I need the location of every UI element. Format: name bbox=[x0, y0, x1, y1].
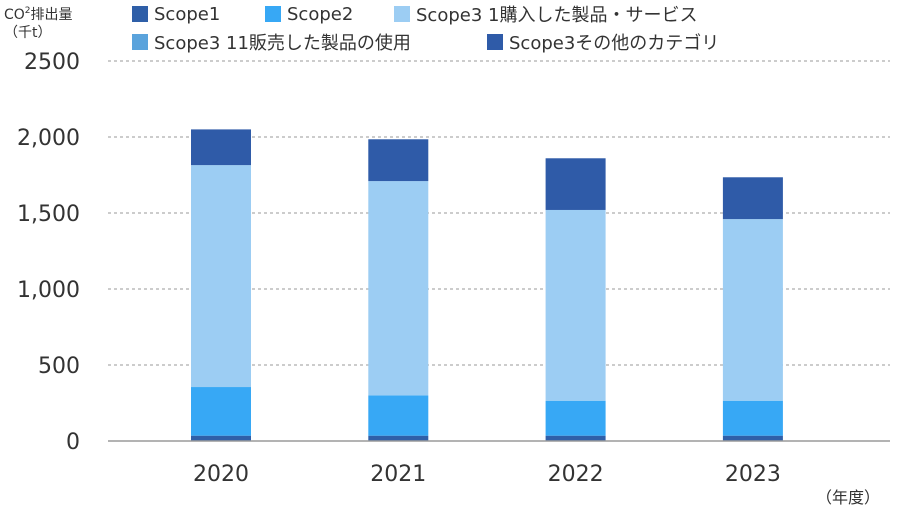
legend-item: Scope3 1購入した製品・サービス bbox=[394, 2, 697, 26]
y-tick-label: 1,500 bbox=[17, 202, 80, 227]
legend-swatch bbox=[265, 6, 281, 22]
bar-segment bbox=[368, 395, 429, 436]
y-axis-label-unit: （千t） bbox=[4, 25, 52, 41]
legend-swatch bbox=[487, 34, 503, 50]
legend-item: Scope3その他のカテゴリ bbox=[487, 30, 719, 54]
legend: Scope1 Scope2 Scope3 1購入した製品・サービス Scope3 11… bbox=[132, 0, 832, 60]
y-axis-label-co: CO bbox=[4, 7, 25, 23]
x-axis-unit-label: （年度） bbox=[815, 488, 880, 507]
y-axis-label-line1: CO2排出量 bbox=[4, 2, 73, 24]
bar-segment bbox=[722, 219, 783, 401]
bar-segment bbox=[368, 435, 429, 441]
legend-swatch bbox=[132, 34, 148, 50]
bar-segment bbox=[722, 435, 783, 441]
x-tick-label: 2020 bbox=[193, 462, 249, 487]
y-axis-label-emissions: 排出量 bbox=[30, 7, 73, 23]
y-tick-label: 2,000 bbox=[17, 126, 80, 151]
bar-segment bbox=[722, 400, 783, 436]
y-axis-label-subscript: 2 bbox=[24, 6, 31, 16]
bar-segment bbox=[191, 387, 251, 436]
legend-label: Scope3 11販売した製品の使用 bbox=[154, 33, 411, 54]
bar-segment bbox=[191, 129, 251, 166]
x-tick-label: 2022 bbox=[548, 462, 604, 487]
x-tick-label: 2021 bbox=[370, 462, 426, 487]
bar-segment bbox=[191, 435, 251, 441]
bar-segment bbox=[545, 400, 606, 436]
y-axis-label: CO2排出量 （千t） bbox=[4, 2, 73, 42]
bar-segment bbox=[191, 165, 251, 388]
bar-segment bbox=[545, 158, 606, 210]
y-tick-label: 500 bbox=[38, 354, 80, 379]
legend-label: Scope3 1購入した製品・サービス bbox=[416, 5, 698, 26]
bar-segment bbox=[722, 177, 783, 220]
legend-item: Scope3 11販売した製品の使用 bbox=[132, 30, 411, 54]
y-tick-label: 2500 bbox=[24, 50, 80, 75]
bar-segment bbox=[368, 181, 429, 396]
legend-item: Scope2 bbox=[265, 2, 353, 26]
bar-segment bbox=[545, 209, 606, 401]
legend-label: Scope1 bbox=[154, 3, 221, 25]
legend-label: Scope2 bbox=[287, 3, 354, 25]
legend-item: Scope1 bbox=[132, 2, 220, 26]
y-tick-label: 0 bbox=[66, 430, 80, 455]
legend-swatch bbox=[394, 6, 410, 22]
bar-segment bbox=[368, 139, 429, 182]
bar-segment bbox=[545, 435, 606, 441]
x-tick-label: 2023 bbox=[725, 462, 781, 487]
y-tick-label: 1,000 bbox=[17, 278, 80, 303]
legend-swatch bbox=[132, 6, 148, 22]
legend-label: Scope3その他のカテゴリ bbox=[509, 33, 720, 54]
